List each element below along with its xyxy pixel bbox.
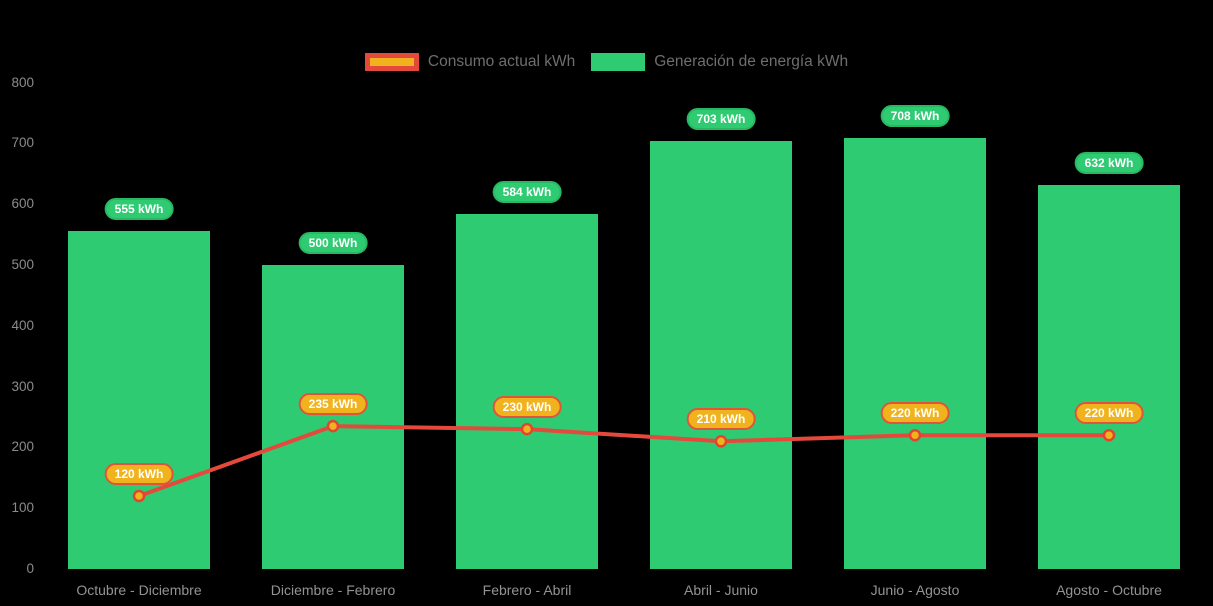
point-value-badge: 235 kWh	[298, 393, 368, 416]
legend-item-consumo-actual[interactable]: Consumo actual kWh	[364, 53, 576, 71]
x-axis-label: Agosto - Octubre	[1056, 582, 1162, 598]
point-value-badge: 220 kWh	[1074, 402, 1144, 425]
point-value-badge: 210 kWh	[686, 408, 756, 431]
y-tick-label-500: 500	[11, 256, 34, 272]
bar-value-badge: 708 kWh	[880, 105, 950, 128]
y-tick-label-100: 100	[11, 500, 34, 516]
bar-value-badge: 632 kWh	[1074, 151, 1144, 174]
point-value-badge: 120 kWh	[104, 463, 174, 486]
generation-bar[interactable]	[650, 141, 792, 569]
bar-value-badge: 500 kWh	[298, 231, 368, 254]
x-axis-label: Febrero - Abril	[482, 582, 572, 598]
line-series-swatch-icon	[364, 53, 419, 71]
legend-label-generacion-energia: Generación de energía kWh	[654, 53, 849, 70]
y-tick-label-0: 0	[26, 561, 34, 576]
y-tick-label-700: 700	[11, 135, 34, 151]
bar-value-badge: 584 kWh	[492, 180, 562, 203]
bar-value-badge: 555 kWh	[104, 198, 174, 221]
point-value-badge: 220 kWh	[880, 402, 950, 425]
legend-item-generacion-energia[interactable]: Generación de energía kWh	[591, 53, 848, 71]
generation-bar[interactable]	[262, 264, 404, 569]
y-tick-label-400: 400	[11, 317, 34, 333]
x-axis-label: Diciembre - Febrero	[270, 582, 396, 598]
x-axis-label: Octubre - Diciembre	[76, 582, 202, 598]
generation-bar[interactable]	[844, 138, 986, 569]
legend-label-consumo-actual: Consumo actual kWh	[427, 53, 576, 70]
x-axis-label: Abril - Junio	[684, 582, 758, 598]
bar-series-swatch-icon	[591, 53, 646, 71]
generation-bar[interactable]	[456, 213, 598, 569]
point-value-badge: 230 kWh	[492, 396, 562, 419]
generation-bar[interactable]	[68, 231, 210, 569]
generation-bar[interactable]	[1038, 184, 1180, 569]
bar-value-badge: 703 kWh	[686, 108, 756, 131]
x-axis-label: Junio - Agosto	[870, 582, 960, 598]
y-tick-label-800: 800	[11, 74, 34, 90]
chart-legend: Consumo actual kWh Generación de energía…	[0, 53, 1213, 71]
y-tick-label-200: 200	[11, 439, 34, 455]
y-tick-label-300: 300	[11, 378, 34, 394]
y-tick-label-600: 600	[11, 196, 34, 212]
